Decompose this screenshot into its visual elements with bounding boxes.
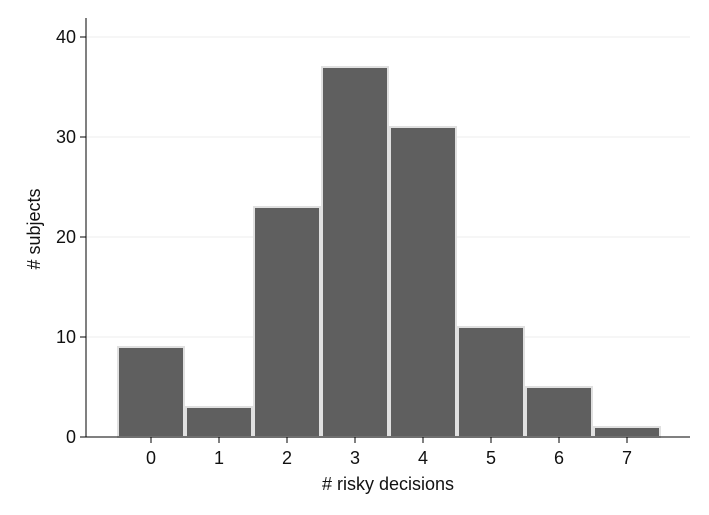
x-tick-label: 4 <box>418 448 428 468</box>
x-tick-label: 3 <box>350 448 360 468</box>
bar-7 <box>593 426 661 438</box>
y-tick-label: 0 <box>66 427 76 447</box>
bar-6 <box>525 386 593 438</box>
x-axis-ticks: 0 1 2 3 4 5 6 7 <box>146 437 632 468</box>
x-tick-label: 2 <box>282 448 292 468</box>
bar-4 <box>389 126 457 438</box>
x-tick-label: 0 <box>146 448 156 468</box>
bars <box>117 66 661 438</box>
bar-0 <box>117 346 185 438</box>
bar-2 <box>253 206 321 438</box>
bar-1 <box>185 406 253 438</box>
x-tick-label: 5 <box>486 448 496 468</box>
x-tick-label: 1 <box>214 448 224 468</box>
bar-3 <box>321 66 389 438</box>
y-axis-ticks: 0 10 20 30 40 <box>56 27 86 447</box>
y-tick-label: 10 <box>56 327 76 347</box>
x-tick-label: 7 <box>622 448 632 468</box>
y-tick-label: 40 <box>56 27 76 47</box>
y-tick-label: 20 <box>56 227 76 247</box>
x-tick-label: 6 <box>554 448 564 468</box>
x-axis-title: # risky decisions <box>322 474 454 494</box>
y-axis-title: # subjects <box>24 188 44 269</box>
bar-5 <box>457 326 525 438</box>
y-tick-label: 30 <box>56 127 76 147</box>
